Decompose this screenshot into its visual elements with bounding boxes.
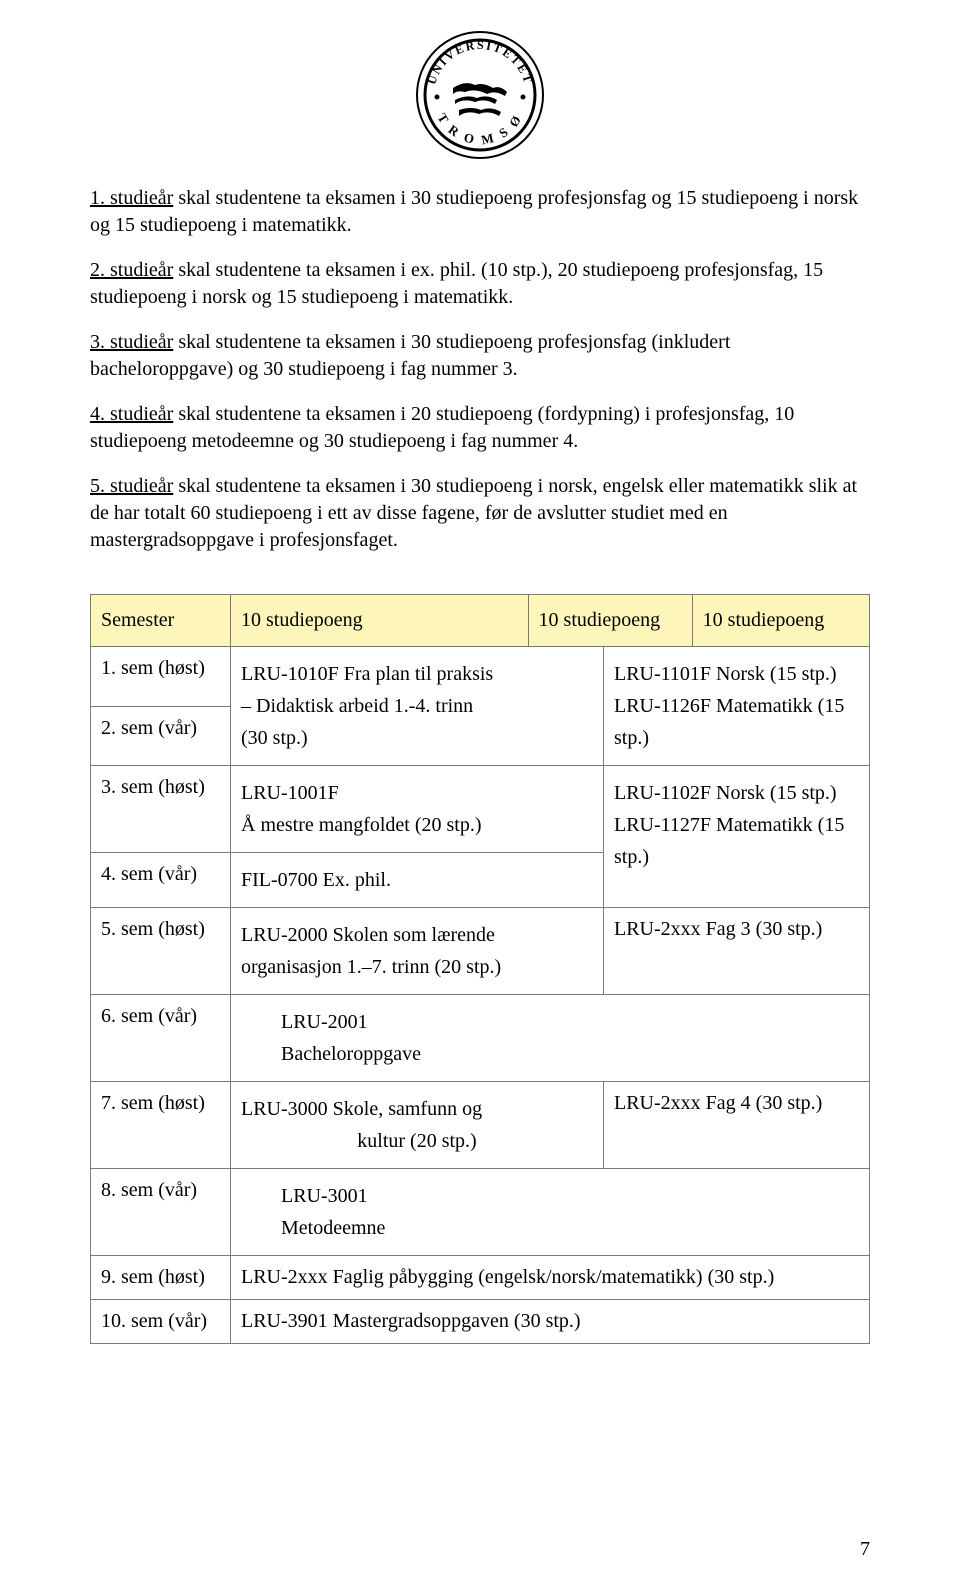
table-row: 5. sem (høst) LRU-2000 Skolen som lærend… <box>91 908 870 995</box>
year-5-label: 5. studieår <box>90 475 173 497</box>
table-row: 10. sem (vår) LRU-3901 Mastergradsoppgav… <box>91 1300 870 1344</box>
header-semester: Semester <box>91 595 231 647</box>
course-text: Metodeemne <box>241 1213 859 1243</box>
year-3-label: 3. studieår <box>90 331 173 353</box>
course-cell: LRU-3000 Skole, samfunn og kultur (20 st… <box>231 1082 604 1169</box>
course-text: kultur (20 stp.) <box>241 1126 593 1156</box>
year-3-text: skal studentene ta eksamen i 30 studiepo… <box>90 331 730 380</box>
course-cell: LRU-3001 Metodeemne <box>231 1169 870 1256</box>
course-text: (30 stp.) <box>241 723 593 753</box>
schedule-table: Semester 10 studiepoeng 10 studiepoeng 1… <box>90 594 870 1344</box>
course-text: FIL-0700 Ex. phil. <box>241 865 593 895</box>
course-text: organisasjon 1.–7. trinn (20 stp.) <box>241 952 593 982</box>
course-text: Å mestre mangfoldet (20 stp.) <box>241 810 593 840</box>
year-2-label: 2. studieår <box>90 259 173 281</box>
course-text: LRU-1102F Norsk (15 stp.) <box>614 778 859 808</box>
table-row: 3. sem (høst) LRU-1001F Å mestre mangfol… <box>91 766 870 853</box>
course-text: LRU-2000 Skolen som lærende <box>241 920 593 950</box>
sem-3-label: 3. sem (høst) <box>91 766 231 853</box>
course-cell: LRU-1102F Norsk (15 stp.) LRU-1127F Mate… <box>604 766 870 908</box>
page-number: 7 <box>860 1538 870 1561</box>
table-row: 7. sem (høst) LRU-3000 Skole, samfunn og… <box>91 1082 870 1169</box>
sem-8-label: 8. sem (vår) <box>91 1169 231 1256</box>
sem-5-label: 5. sem (høst) <box>91 908 231 995</box>
course-text: LRU-1126F Matematikk (15 <box>614 691 859 721</box>
course-cell: FIL-0700 Ex. phil. <box>231 853 604 908</box>
course-cell: LRU-3901 Mastergradsoppgaven (30 stp.) <box>231 1300 870 1344</box>
sem-10-label: 10. sem (vår) <box>91 1300 231 1344</box>
sem-6-label: 6. sem (vår) <box>91 995 231 1082</box>
course-text: LRU-3001 <box>241 1181 859 1211</box>
paragraph-year-3: 3. studieår skal studentene ta eksamen i… <box>90 329 870 383</box>
course-text: stp.) <box>614 842 859 872</box>
sem-7-label: 7. sem (høst) <box>91 1082 231 1169</box>
course-text: LRU-2001 <box>241 1007 859 1037</box>
paragraph-year-4: 4. studieår skal studentene ta eksamen i… <box>90 401 870 455</box>
page-container: UNIVERSITETET T R O M S Ø 1. studieår sk… <box>0 0 960 1591</box>
course-cell: LRU-2001 Bacheloroppgave <box>231 995 870 1082</box>
paragraph-year-1: 1. studieår skal studentene ta eksamen i… <box>90 185 870 239</box>
course-text: – Didaktisk arbeid 1.-4. trinn <box>241 691 593 721</box>
table-row: 6. sem (vår) LRU-2001 Bacheloroppgave <box>91 995 870 1082</box>
course-text: LRU-1101F Norsk (15 stp.) <box>614 659 859 689</box>
course-cell: LRU-1010F Fra plan til praksis – Didakti… <box>231 647 604 766</box>
year-4-text: skal studentene ta eksamen i 20 studiepo… <box>90 403 794 452</box>
logo-container: UNIVERSITETET T R O M S Ø <box>90 30 870 165</box>
year-1-text: skal studentene ta eksamen i 30 studiepo… <box>90 187 858 236</box>
course-cell: LRU-2000 Skolen som lærende organisasjon… <box>231 908 604 995</box>
course-cell: LRU-1101F Norsk (15 stp.) LRU-1126F Mate… <box>604 647 870 766</box>
table-header-row: Semester 10 studiepoeng 10 studiepoeng 1… <box>91 595 870 647</box>
year-5-text: skal studentene ta eksamen i 30 studiepo… <box>90 475 857 551</box>
table-row: 9. sem (høst) LRU-2xxx Faglig påbygging … <box>91 1256 870 1300</box>
sem-4-label: 4. sem (vår) <box>91 853 231 908</box>
year-1-label: 1. studieår <box>90 187 173 209</box>
course-cell: LRU-2xxx Fag 3 (30 stp.) <box>604 908 870 995</box>
course-text: Bacheloroppgave <box>241 1039 859 1069</box>
paragraph-year-5: 5. studieår skal studentene ta eksamen i… <box>90 473 870 554</box>
header-col-3: 10 studiepoeng <box>528 595 692 647</box>
course-text: LRU-1127F Matematikk (15 <box>614 810 859 840</box>
table-row: 8. sem (vår) LRU-3001 Metodeemne <box>91 1169 870 1256</box>
svg-text:T R O M S Ø: T R O M S Ø <box>434 110 525 147</box>
course-text: LRU-1010F Fra plan til praksis <box>241 659 593 689</box>
course-cell: LRU-1001F Å mestre mangfoldet (20 stp.) <box>231 766 604 853</box>
paragraph-year-2: 2. studieår skal studentene ta eksamen i… <box>90 257 870 311</box>
course-cell: LRU-2xxx Faglig påbygging (engelsk/norsk… <box>231 1256 870 1300</box>
year-4-label: 4. studieår <box>90 403 173 425</box>
sem-9-label: 9. sem (høst) <box>91 1256 231 1300</box>
course-text: LRU-3000 Skole, samfunn og <box>241 1094 593 1124</box>
year-2-text: skal studentene ta eksamen i ex. phil. (… <box>90 259 823 308</box>
sem-1-label: 1. sem (høst) <box>91 647 231 707</box>
table-row: 1. sem (høst) LRU-1010F Fra plan til pra… <box>91 647 870 707</box>
course-text: LRU-1001F <box>241 778 593 808</box>
university-seal-icon: UNIVERSITETET T R O M S Ø <box>415 30 545 165</box>
course-cell: LRU-2xxx Fag 4 (30 stp.) <box>604 1082 870 1169</box>
course-text: stp.) <box>614 723 859 753</box>
sem-2-label: 2. sem (vår) <box>91 706 231 766</box>
header-col-2: 10 studiepoeng <box>231 595 529 647</box>
header-col-4: 10 studiepoeng <box>692 595 869 647</box>
